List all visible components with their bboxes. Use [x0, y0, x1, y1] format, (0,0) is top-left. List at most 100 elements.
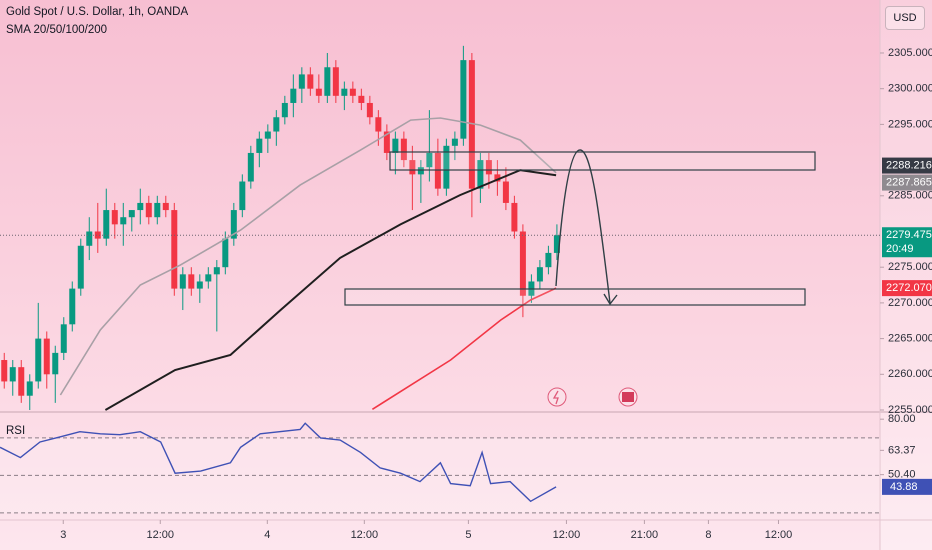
price-label: 2272.070 — [886, 282, 932, 294]
candle-body — [307, 74, 314, 89]
candle-body — [315, 88, 322, 96]
candle-body — [43, 338, 50, 375]
candle-body — [52, 352, 59, 375]
price-label: 2288.216 — [886, 159, 932, 171]
rsi-value-box — [882, 478, 932, 495]
x-tick-label: 8 — [705, 529, 711, 541]
resistance-zone — [389, 151, 816, 171]
candle-body — [18, 367, 25, 396]
event-icon[interactable] — [547, 387, 567, 407]
candle-body — [111, 210, 118, 225]
axes: 2255.000 2260.000 2265.000 2270.000 2275.000… — [60, 47, 932, 541]
x-tick-label: 4 — [264, 529, 270, 541]
candle-body — [290, 88, 297, 103]
candle-body — [247, 152, 254, 182]
y-tick-label: 2260.000 — [888, 368, 932, 380]
candle-body — [366, 102, 373, 118]
candle-body — [213, 267, 220, 275]
y-tick-label: 2255.000 — [888, 404, 932, 416]
candle-body — [443, 145, 450, 189]
candle-body — [205, 274, 212, 282]
candle-body — [145, 202, 152, 218]
candle-body — [392, 138, 399, 153]
x-tick-label: 12:00 — [351, 529, 379, 541]
rsi-tick-label: 50.40 — [888, 469, 916, 481]
candle-body — [137, 202, 144, 211]
candle-body — [69, 288, 76, 325]
rsi-band — [0, 437, 880, 513]
candle-body — [417, 167, 424, 175]
candle-body — [349, 88, 356, 96]
indicator-label: SMA 20/50/100/200 — [6, 24, 108, 36]
candle-body — [536, 267, 543, 282]
candle-body — [426, 152, 433, 168]
candle-body — [222, 238, 229, 268]
price-axis-bg — [880, 0, 932, 550]
candle-body — [171, 210, 178, 289]
candle-body — [9, 367, 16, 382]
candle-body — [35, 338, 42, 382]
sma-line — [371, 287, 557, 410]
rsi-value-label: 43.88 — [890, 481, 918, 493]
candle-body — [511, 202, 518, 232]
candle-body — [451, 138, 458, 146]
drawings — [344, 149, 816, 407]
projection-arrow — [555, 149, 611, 304]
candle-body — [188, 274, 195, 289]
candle-body — [485, 160, 492, 175]
candle-body — [256, 138, 263, 153]
price-panel — [0, 45, 880, 411]
candle-body — [86, 231, 93, 246]
y-tick-label: 2270.000 — [888, 297, 932, 309]
y-tick-label: 2295.000 — [888, 118, 932, 130]
candle-body — [281, 102, 288, 118]
candle-body — [324, 67, 331, 96]
rsi-title: RSI — [6, 425, 26, 437]
x-tick-label: 21:00 — [631, 529, 659, 541]
x-tick-label: 5 — [465, 529, 471, 541]
candle-body — [341, 88, 348, 96]
candle-body — [358, 95, 365, 103]
candle-body — [264, 131, 271, 139]
candle-body — [103, 210, 110, 239]
countdown-label: 20:49 — [886, 243, 914, 255]
x-tick-label: 12:00 — [765, 529, 793, 541]
candle-body — [60, 324, 67, 353]
candle-body — [400, 138, 407, 161]
candle-body — [273, 117, 280, 132]
candle-body — [120, 217, 127, 225]
candle-body — [196, 281, 203, 289]
x-tick-label: 12:00 — [553, 529, 581, 541]
rsi-line — [0, 422, 557, 503]
candle-body — [519, 231, 526, 296]
candle-body — [545, 252, 552, 268]
candle-body — [94, 231, 101, 239]
candle-body — [502, 181, 509, 203]
candle-body — [383, 131, 390, 153]
rsi-tick-label: 80.00 — [888, 413, 916, 425]
candle-body — [375, 117, 382, 132]
candle-body — [460, 60, 467, 139]
x-tick-label: 3 — [60, 529, 66, 541]
support-zone — [344, 288, 806, 306]
candle-body — [162, 202, 169, 211]
candle-body — [332, 67, 339, 96]
price-label-box — [882, 280, 932, 297]
flag-icon-glyph — [622, 392, 634, 402]
rsi-tick-label: 63.37 — [888, 444, 916, 456]
candle-body — [494, 174, 501, 182]
candle-body — [239, 181, 246, 211]
chart-title: Gold Spot / U.S. Dollar, 1h, OANDA — [6, 6, 189, 18]
candle-body — [298, 74, 305, 89]
y-tick-label: 2285.000 — [888, 190, 932, 202]
candle-body — [179, 274, 186, 289]
candle-body — [77, 245, 84, 289]
price-label-box — [882, 157, 932, 174]
candle-body — [26, 381, 33, 396]
price-label-box — [882, 174, 932, 191]
candle-body — [409, 160, 416, 175]
currency-button[interactable]: USD — [885, 6, 925, 30]
price-label: 2279.475 — [886, 229, 932, 241]
y-tick-label: 2300.000 — [888, 83, 932, 95]
